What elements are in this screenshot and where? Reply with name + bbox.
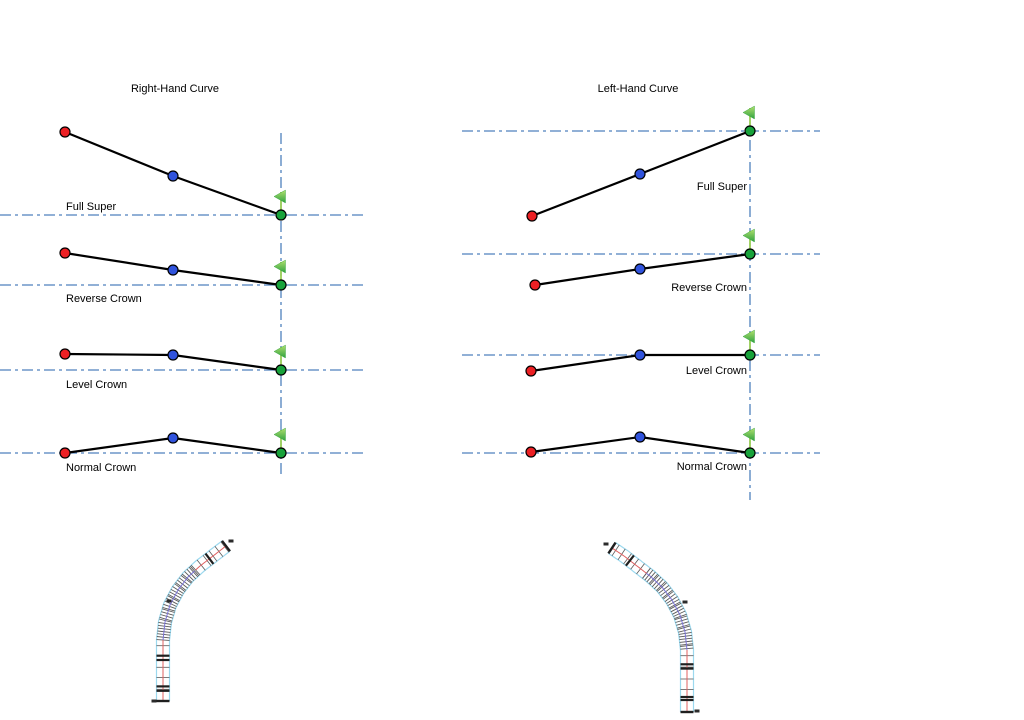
left-edge-point xyxy=(526,210,538,222)
left-edge-point xyxy=(529,279,541,291)
crown-point xyxy=(634,349,646,361)
pivot-point xyxy=(275,447,287,459)
crown-point xyxy=(634,431,646,443)
station-label-mark xyxy=(166,599,172,603)
panel-right-hand-curve: Full Super Reverse Crown Level Crown Normal… xyxy=(0,83,363,476)
road-centerline xyxy=(195,545,227,571)
pivot-point xyxy=(744,125,756,137)
pivot-point xyxy=(744,349,756,361)
section-label: Reverse Crown xyxy=(66,293,142,305)
pivot-flag-icon xyxy=(742,427,755,450)
plan-left-hand-curve xyxy=(603,541,700,714)
road-centerline xyxy=(646,572,688,651)
cross-section-tick xyxy=(607,541,617,555)
crown-point xyxy=(167,432,179,444)
pivot-flag-icon xyxy=(742,228,755,251)
panel-title: Right-Hand Curve xyxy=(131,83,219,95)
pivot-flag-icon xyxy=(742,105,755,128)
pivot-flag-icon xyxy=(273,259,286,282)
left-edge-point xyxy=(59,247,71,259)
cross-section-tick xyxy=(204,552,215,565)
road-edge-line xyxy=(155,540,223,701)
pivot-point xyxy=(744,248,756,260)
section-label: Level Crown xyxy=(686,365,747,377)
left-edge-point xyxy=(525,446,537,458)
left-edge-point xyxy=(525,365,537,377)
pivot-flag-icon xyxy=(742,329,755,352)
station-label-mark xyxy=(682,600,688,604)
section-label: Full Super xyxy=(66,201,116,213)
road-edge-line xyxy=(615,542,695,712)
section-label: Level Crown xyxy=(66,379,127,391)
panel-title: Left-Hand Curve xyxy=(598,83,679,95)
section-label: Normal Crown xyxy=(677,461,747,473)
crown-point xyxy=(167,170,179,182)
crown-point xyxy=(634,168,646,180)
pivot-point xyxy=(275,209,287,221)
section-label: Full Super xyxy=(697,181,747,193)
section-label: Reverse Crown xyxy=(671,282,747,294)
station-label-mark xyxy=(603,542,609,546)
panel-left-hand-curve: Full Super Reverse Crown Level Crown Normal… xyxy=(462,83,820,500)
station-label-mark xyxy=(151,699,157,703)
cross-section-tick xyxy=(221,540,231,552)
pivot-flag-icon xyxy=(273,427,286,450)
pivot-point xyxy=(275,364,287,376)
road-edge-line xyxy=(168,550,231,701)
pivot-flag-icon xyxy=(273,344,286,367)
pivot-flag-icon xyxy=(273,189,286,212)
plan-right-hand-curve xyxy=(151,539,234,703)
cross-section-tick xyxy=(625,554,635,567)
left-edge-point xyxy=(59,447,71,459)
crown-point xyxy=(167,264,179,276)
pivot-point xyxy=(744,447,756,459)
station-label-mark xyxy=(694,709,700,713)
crown-point xyxy=(634,263,646,275)
section-label: Normal Crown xyxy=(66,462,136,474)
station-label-mark xyxy=(228,539,234,543)
road-edge-line xyxy=(608,552,682,712)
left-edge-point xyxy=(59,348,71,360)
pivot-point xyxy=(275,279,287,291)
crown-point xyxy=(167,349,179,361)
left-edge-point xyxy=(59,126,71,138)
cross-section-tick xyxy=(189,565,200,577)
